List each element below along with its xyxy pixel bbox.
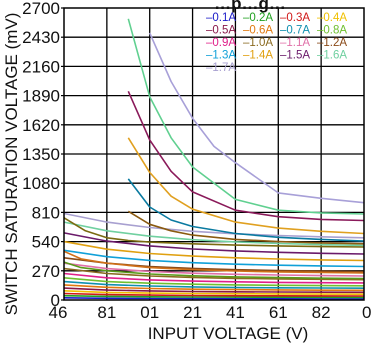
x-tick-label: 21 — [183, 303, 202, 322]
legend-item: –1.2A — [317, 37, 347, 49]
series-line — [63, 294, 365, 299]
x-tick-label: 46 — [49, 303, 68, 322]
legend-item: –1.4A — [243, 50, 273, 62]
y-tick-label: 2430 — [22, 28, 60, 47]
legend-item: –0.9A — [206, 37, 236, 49]
series-line — [63, 290, 365, 296]
legend-item: –1.0A — [243, 37, 273, 49]
legend-item: –1.3A — [206, 50, 236, 62]
series-line — [63, 240, 365, 262]
y-tick-label: 810 — [32, 203, 60, 222]
series-line — [63, 284, 365, 292]
legend-item: –0.4A — [317, 12, 347, 24]
series-line — [63, 272, 365, 284]
series-line — [63, 249, 365, 268]
series-line — [63, 262, 365, 277]
chart-title: …p…g… — [214, 0, 286, 13]
y-tick-label: 270 — [32, 262, 60, 281]
y-tick-label: 2160 — [22, 57, 60, 76]
series-line — [63, 221, 365, 247]
series-lines — [63, 18, 365, 300]
x-tick-label: 01 — [140, 303, 159, 322]
legend-item: –1.7A — [206, 62, 236, 74]
series-line — [63, 280, 365, 290]
x-tick-label: 61 — [269, 303, 288, 322]
series-line — [127, 90, 365, 222]
x-tick-label: 82 — [312, 303, 331, 322]
series-line — [63, 287, 365, 294]
legend-item: –0.5A — [206, 25, 236, 37]
legend-item: –0.2A — [243, 12, 273, 24]
series-line — [63, 297, 364, 300]
series-line — [63, 217, 365, 248]
y-tick-label: 1350 — [22, 145, 60, 164]
grid — [64, 8, 364, 300]
y-tick-label: 0 — [51, 291, 60, 310]
legend-item: –0.8A — [317, 25, 347, 37]
x-axis-title: INPUT VOLTAGE (V) — [148, 324, 309, 343]
series-line — [127, 178, 365, 242]
series-line — [63, 261, 365, 280]
series-line — [127, 210, 365, 245]
series-line — [63, 250, 365, 274]
series-line — [63, 292, 365, 297]
legend-item: –1.5A — [280, 50, 310, 62]
y-tick-label: 1080 — [22, 174, 60, 193]
y-tick-label: 1890 — [22, 87, 60, 106]
x-tick-label: 81 — [97, 303, 116, 322]
legend-item: –0.6A — [243, 25, 273, 37]
series-line — [127, 18, 365, 215]
legend-item: –0.3A — [280, 12, 310, 24]
y-tick-label: 1620 — [22, 116, 60, 135]
y-axis-title: SWITCH SATURATION VOLTAGE (mV) — [2, 13, 21, 316]
series-line — [63, 267, 365, 281]
tick-labels: 0270540810108013501620189021602430270046… — [22, 0, 371, 322]
y-tick-label: 2700 — [22, 0, 60, 18]
series-line — [63, 212, 365, 239]
y-tick-label: 540 — [32, 233, 60, 252]
series-line — [63, 277, 365, 287]
x-tick-label: 41 — [226, 303, 245, 322]
series-line — [63, 232, 365, 255]
legend-item: –1.6A — [317, 50, 347, 62]
x-tick-label: 0 — [362, 303, 371, 322]
series-line — [127, 137, 365, 235]
legend-item: –0.1A — [206, 12, 236, 24]
legend-item: –0.7A — [280, 25, 310, 37]
legend: –0.1A –0.2A –0.3A –0.4A –0.5A –0.6A –0.7A –0.8A… — [206, 12, 347, 74]
legend-item: –1.1A — [280, 37, 310, 49]
series-line — [148, 32, 365, 204]
